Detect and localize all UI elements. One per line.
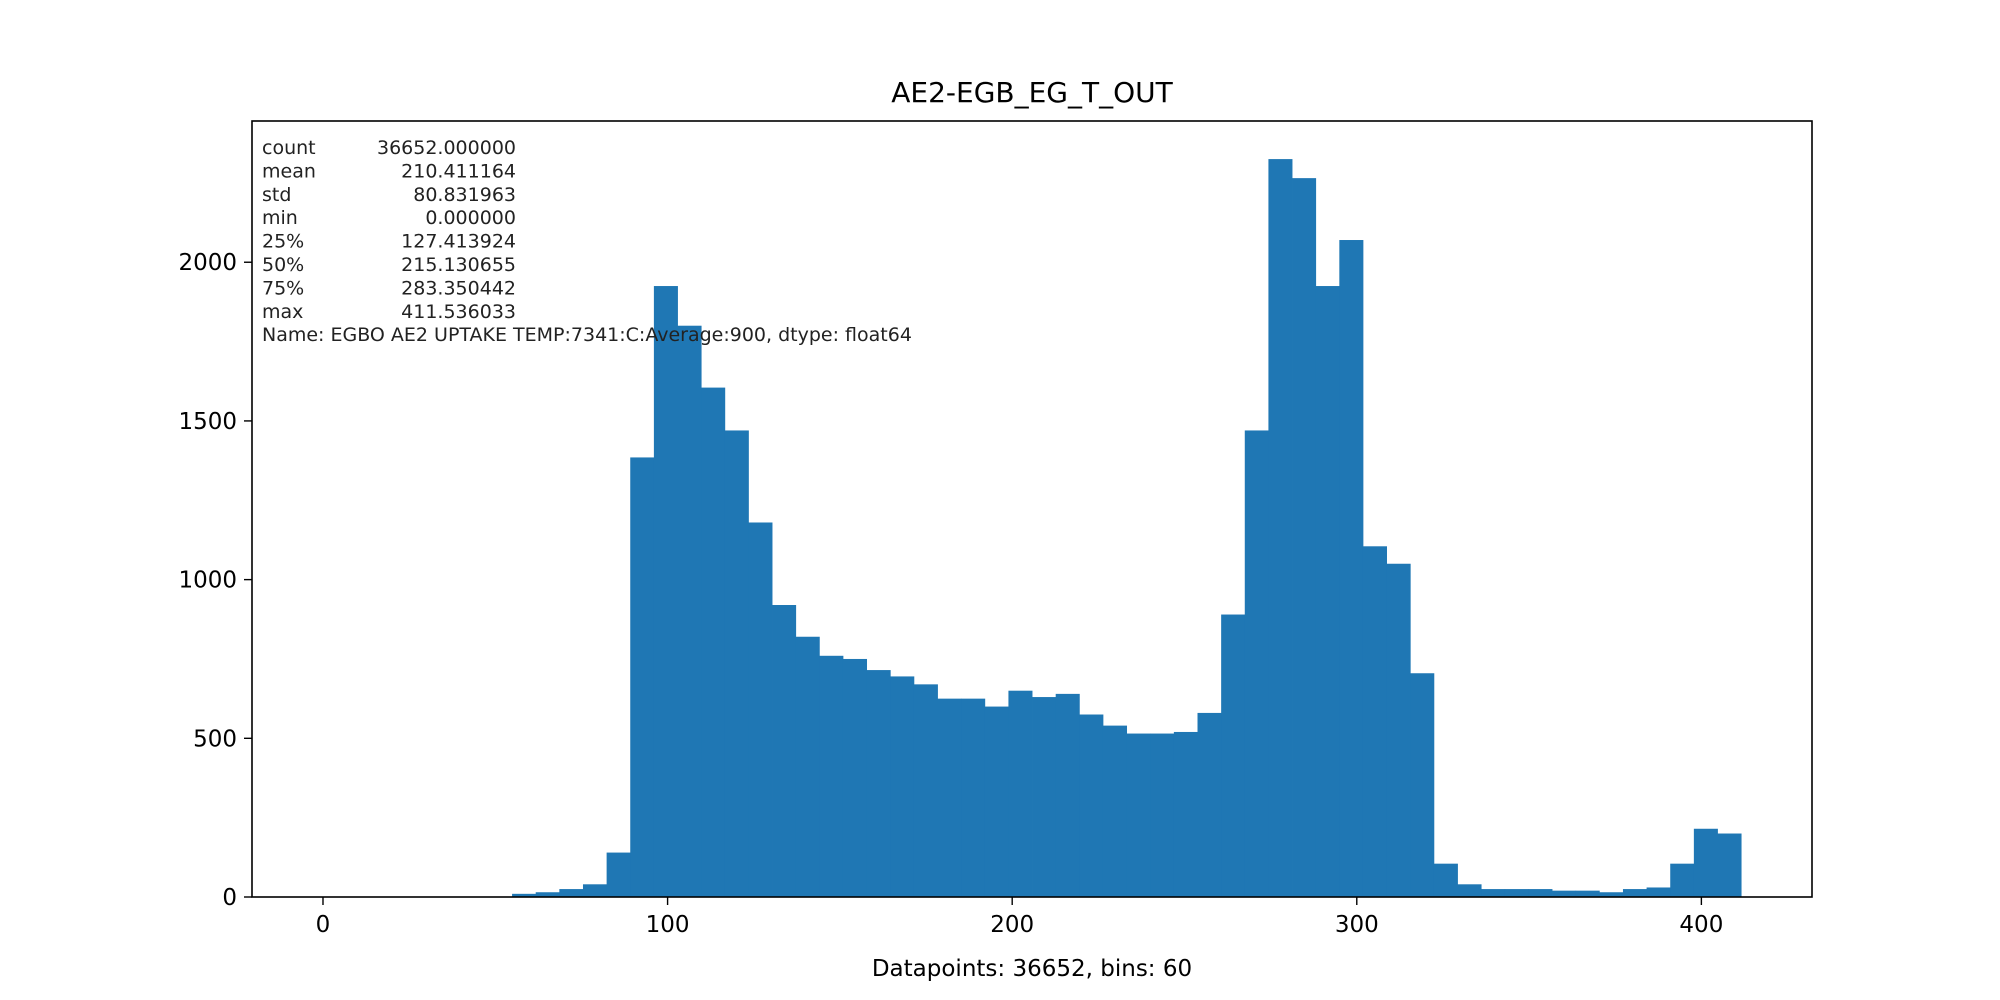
histogram-bar (1032, 697, 1057, 897)
stat-value: 80.831963 (413, 184, 516, 206)
histogram-bar (1079, 714, 1104, 897)
y-tick-label: 1500 (178, 409, 237, 435)
stat-label: 50% (262, 254, 304, 276)
stat-label: count (262, 137, 316, 159)
histogram-bar (582, 884, 608, 897)
y-tick-label: 1000 (178, 568, 237, 594)
histogram-bar (866, 670, 891, 897)
histogram-bar (677, 325, 702, 898)
stat-value: 411.536033 (401, 301, 516, 323)
histogram-bar (819, 655, 844, 897)
histogram-bars (512, 159, 1742, 898)
histogram-bar (1150, 733, 1175, 897)
stat-value: 0.000000 (425, 207, 516, 229)
stat-value: 215.130655 (401, 254, 516, 276)
y-axis-ticks: 0 500 1000 1500 2000 (178, 250, 252, 911)
x-tick-label: 100 (646, 912, 690, 938)
histogram-bar (1244, 430, 1269, 897)
histogram-bar (701, 387, 726, 897)
stat-label: std (262, 184, 291, 206)
histogram-bar (1339, 240, 1364, 897)
histogram-bar (606, 852, 631, 897)
histogram-bar (1528, 889, 1553, 897)
stat-label: mean (262, 160, 316, 182)
histogram-bar (630, 457, 655, 897)
histogram-bar (984, 706, 1009, 897)
histogram-bar (795, 636, 820, 897)
histogram-bar (724, 430, 749, 897)
histogram-bar (1126, 733, 1151, 897)
histogram-bar (961, 698, 986, 897)
y-tick-label: 2000 (178, 250, 237, 276)
plot-frame (251, 120, 1813, 898)
histogram-bar (653, 286, 678, 897)
histogram-bar (1410, 673, 1435, 897)
histogram-bar (842, 658, 868, 897)
y-tick-label: 500 (193, 726, 237, 752)
histogram-bar (559, 889, 584, 897)
stat-value: 210.411164 (401, 160, 516, 182)
histogram-bar (1268, 159, 1293, 898)
histogram-bar (748, 522, 773, 897)
histogram-bar (1622, 889, 1647, 897)
x-tick-label: 300 (1335, 912, 1379, 938)
histogram-bar (1386, 563, 1411, 897)
histogram-bar (1292, 178, 1317, 897)
histogram-bar (1197, 712, 1222, 897)
stat-name-line: Name: EGBO AE2 UPTAKE TEMP:7341:C:Averag… (262, 324, 912, 346)
histogram-bar (937, 698, 962, 897)
x-tick-label: 200 (990, 912, 1034, 938)
histogram-bar (512, 893, 537, 897)
histogram-bar (1362, 546, 1387, 897)
histogram-bar (1670, 863, 1695, 897)
histogram-bar (1102, 725, 1128, 897)
stats-annotation: count 36652.000000 mean 210.411164 std 80.831… (262, 137, 912, 346)
histogram-bar (1504, 889, 1529, 897)
histogram-bar (772, 605, 797, 897)
stat-value: 283.350442 (401, 277, 516, 299)
stat-label: 25% (262, 231, 304, 253)
histogram-bar (1552, 890, 1577, 897)
histogram-bar (1693, 828, 1718, 897)
histogram-bar (890, 676, 915, 897)
histogram-bar (1646, 887, 1671, 897)
stat-label: max (262, 301, 303, 323)
histogram-bar (1575, 890, 1600, 897)
stat-value: 36652.000000 (377, 137, 516, 159)
histogram-bar (1433, 863, 1458, 897)
histogram-bar (535, 892, 560, 897)
histogram-bar (1055, 693, 1080, 897)
x-axis-ticks: 0 100 200 300 400 (316, 897, 1723, 938)
stat-label: min (262, 207, 298, 229)
histogram-bar (1599, 892, 1624, 897)
stat-value: 127.413924 (401, 231, 516, 253)
y-tick-label: 0 (222, 885, 237, 911)
histogram-bar (1457, 884, 1482, 897)
x-tick-label: 0 (316, 912, 331, 938)
histogram-bar (1221, 614, 1246, 897)
histogram-bar (1717, 833, 1742, 897)
histogram-bar (1315, 286, 1340, 897)
histogram-bar (1481, 889, 1506, 897)
histogram-bar (1008, 690, 1033, 897)
x-axis-label: Datapoints: 36652, bins: 60 (872, 956, 1192, 982)
chart-title: AE2-EGB_EG_T_OUT (891, 76, 1173, 109)
histogram-bar (1173, 731, 1198, 897)
x-tick-label: 400 (1679, 912, 1723, 938)
histogram-bar (913, 684, 938, 897)
stat-label: 75% (262, 277, 304, 299)
